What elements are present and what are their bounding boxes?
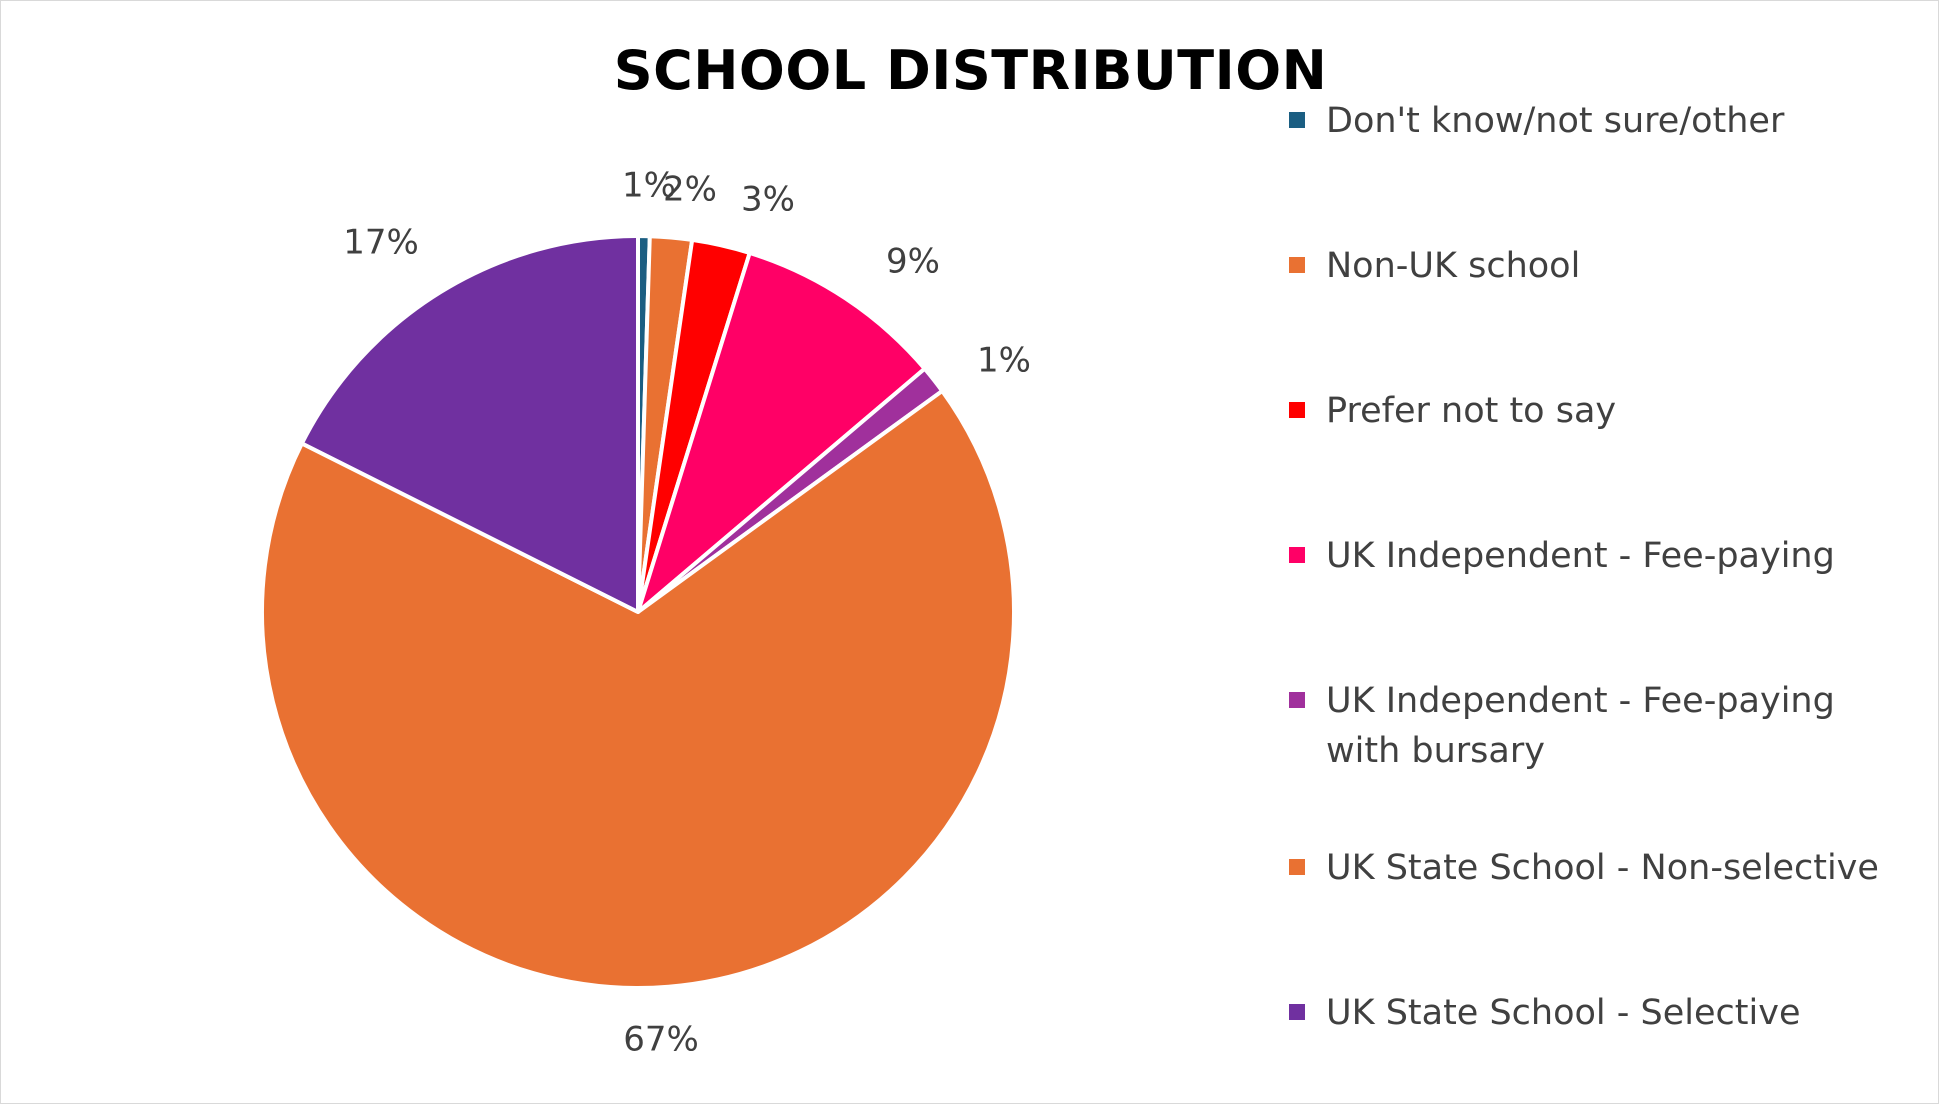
legend-swatch	[1289, 859, 1305, 875]
legend-swatch	[1289, 257, 1305, 273]
pie-slice-6	[260, 388, 1016, 990]
data-label-3: 3%	[741, 180, 795, 220]
legend-item: Prefer not to say	[1289, 386, 1886, 436]
legend-item: UK Independent - Fee-paying	[1289, 531, 1886, 581]
legend-swatch	[1289, 547, 1305, 563]
data-label-1: 1%	[622, 166, 676, 206]
legend-label: UK Independent - Fee-paying with bursary	[1326, 681, 1835, 771]
data-label-4: 9%	[886, 242, 940, 282]
legend-label: Don't know/not sure/other	[1326, 101, 1785, 141]
legend-item: UK Independent - Fee-paying with bursary	[1289, 676, 1886, 776]
legend-label: UK State School - Selective	[1326, 993, 1801, 1033]
legend-item: Non-UK school	[1289, 241, 1886, 291]
legend-swatch	[1289, 1004, 1305, 1020]
legend-item: UK State School - Selective	[1289, 988, 1886, 1038]
pie-slices	[260, 234, 1016, 990]
legend-swatch	[1289, 112, 1305, 128]
data-label-2: 2%	[663, 170, 717, 210]
legend-item: UK State School - Non-selective	[1289, 843, 1886, 893]
legend-swatch	[1289, 402, 1305, 418]
pie-labels: 1%2% 3%9%1%67%17%	[343, 166, 1031, 1060]
legend-swatch	[1289, 692, 1305, 708]
data-label-6: 67%	[623, 1020, 699, 1060]
legend-label: Non-UK school	[1326, 246, 1581, 286]
pie-slice-4	[636, 250, 927, 614]
legend-label: UK State School - Non-selective	[1326, 848, 1879, 888]
pie-slice-7	[299, 234, 640, 614]
data-label-5: 1%	[977, 341, 1031, 381]
data-label-7: 17%	[343, 223, 419, 263]
legend-label: UK Independent - Fee-paying	[1326, 536, 1835, 576]
chart-title: SCHOOL DISTRIBUTION	[613, 39, 1328, 102]
legend-label: Prefer not to say	[1326, 391, 1617, 431]
legend-item: Don't know/not sure/other	[1289, 96, 1886, 146]
